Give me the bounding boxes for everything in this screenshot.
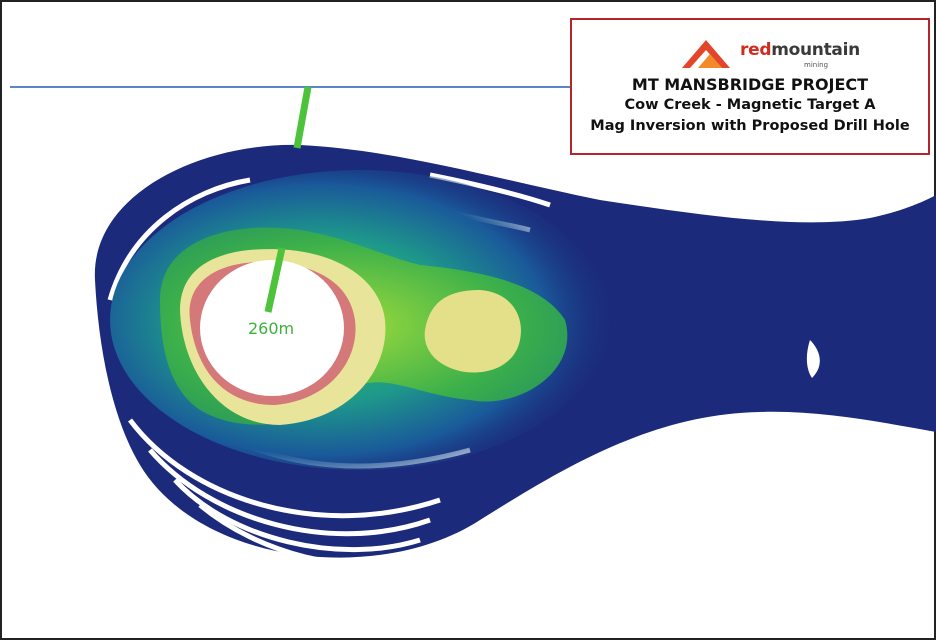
brand: redmountain <box>740 40 860 60</box>
brand-sub: mining <box>804 61 829 69</box>
logo-icon <box>682 40 730 68</box>
title-line: MT MANSBRIDGE PROJECT <box>631 75 869 94</box>
brand-dark: mountain <box>771 40 860 60</box>
core <box>200 260 344 396</box>
brand-red: red <box>740 40 772 60</box>
depth-label: 260m <box>248 319 294 338</box>
drill-hole <box>293 86 312 149</box>
notch <box>806 340 820 378</box>
title-line: Mag Inversion with Proposed Drill Hole <box>590 118 910 134</box>
yellow-lobe <box>424 290 521 373</box>
drill-hole <box>264 247 286 313</box>
title-line: Cow Creek - Magnetic Target A <box>624 97 876 113</box>
logo: redmountain mining <box>572 34 928 74</box>
title-box: redmountain mining MT MANSBRIDGE PROJECT… <box>570 18 930 155</box>
